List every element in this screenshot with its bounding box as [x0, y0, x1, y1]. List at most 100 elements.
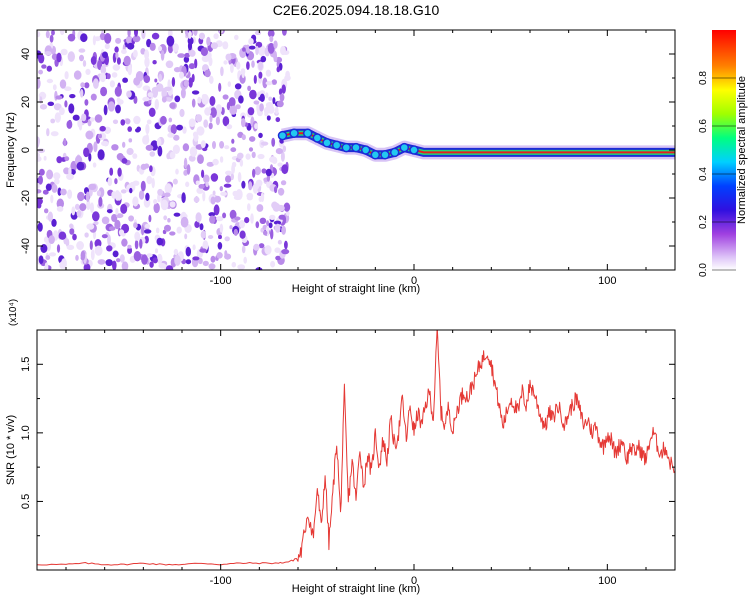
noise-blob — [264, 245, 272, 255]
noise-blob — [67, 33, 76, 42]
noise-blob — [239, 159, 244, 167]
noise-blob — [83, 147, 90, 158]
noise-blob — [227, 81, 231, 87]
noise-blob — [54, 178, 60, 185]
noise-blob — [80, 33, 88, 43]
spectrogram-panel: -100 0 100 -40 -20 0 20 40 Height of straight l… — [5, 29, 676, 295]
noise-blob — [102, 51, 108, 59]
noise-blob — [163, 215, 168, 221]
noise-blob — [114, 219, 121, 230]
noise-blob — [69, 94, 76, 99]
noise-blob — [262, 77, 268, 89]
noise-blob — [94, 245, 103, 256]
noise-blob — [280, 151, 285, 162]
noise-blob — [112, 260, 117, 270]
noise-blob — [160, 50, 165, 61]
x-tick-label: 0 — [411, 275, 417, 287]
noise-blob — [273, 40, 278, 49]
noise-blob — [166, 35, 175, 47]
noise-blob — [208, 122, 213, 130]
noise-blob — [267, 105, 275, 114]
noise-blob — [141, 30, 146, 40]
noise-blob — [46, 169, 54, 180]
noise-blob — [188, 30, 192, 39]
noise-blob — [111, 144, 119, 151]
noise-blob — [89, 117, 95, 122]
noise-blob — [37, 156, 42, 162]
noise-blob — [149, 261, 154, 268]
noise-blob — [126, 35, 133, 44]
noise-blob — [44, 51, 52, 56]
noise-blob — [105, 259, 113, 267]
noise-blob — [114, 46, 119, 53]
noise-blob — [46, 128, 50, 137]
chart-title: C2E6.2025.094.18.18.G10 — [273, 2, 440, 18]
noise-blob — [59, 107, 65, 116]
noise-blob — [192, 256, 200, 261]
noise-blob — [92, 35, 96, 46]
y-tick-label: 20 — [20, 96, 32, 108]
noise-blob — [106, 245, 113, 252]
noise-blob — [255, 45, 259, 56]
noise-blob — [63, 138, 67, 147]
noise-blob — [260, 55, 267, 63]
noise-blob — [281, 225, 286, 235]
noise-blob — [121, 49, 127, 55]
noise-blob — [199, 248, 207, 253]
noise-blob — [251, 151, 256, 159]
noise-blob — [234, 34, 239, 41]
signal-blob — [302, 128, 313, 138]
signal-blob — [341, 142, 352, 153]
noise-blob — [199, 223, 204, 231]
noise-blob — [225, 175, 232, 183]
noise-blob — [254, 30, 262, 36]
noise-blob — [98, 133, 103, 139]
noise-blob — [209, 115, 213, 123]
signal-blob — [399, 142, 410, 153]
noise-blob — [100, 65, 107, 75]
noise-blob — [271, 157, 278, 165]
noise-blob — [236, 61, 241, 70]
noise-blob — [277, 162, 283, 167]
noise-blob — [250, 213, 254, 224]
noise-blob — [47, 101, 55, 107]
noise-blob — [109, 167, 114, 176]
noise-blob — [183, 56, 190, 63]
spectrogram-axes: -100 0 100 -40 -20 0 20 40 — [20, 29, 675, 287]
noise-blob — [219, 141, 225, 149]
noise-blob — [252, 168, 256, 178]
noise-blob — [78, 122, 83, 131]
noise-blob — [174, 254, 181, 266]
noise-blob — [246, 61, 250, 70]
noise-blob — [216, 252, 223, 259]
noise-blob — [128, 138, 133, 143]
noise-blob — [157, 45, 163, 52]
noise-blob — [37, 78, 41, 89]
noise-blob — [242, 47, 246, 52]
snr-xlabel: Height of straight line (km) — [292, 583, 420, 595]
noise-blob — [155, 227, 160, 234]
y-tick-label: -40 — [20, 238, 32, 254]
noise-blob — [47, 211, 54, 222]
y-tick-label: 1.0 — [20, 425, 32, 440]
noise-blob — [249, 136, 256, 142]
noise-blob — [76, 210, 82, 218]
snr-plot-area — [37, 330, 675, 566]
noise-blob — [143, 229, 152, 234]
noise-blob — [253, 74, 257, 84]
noise-blob — [172, 43, 179, 52]
noise-blob — [121, 158, 128, 164]
noise-blob — [201, 169, 205, 178]
noise-blob — [230, 63, 234, 74]
noise-blob — [136, 126, 141, 132]
noise-blob — [133, 251, 142, 262]
noise-blob — [180, 216, 189, 228]
noise-blob — [284, 240, 288, 250]
noise-blob — [267, 30, 275, 38]
colorbar-label: Normalized spectral amplitude — [736, 76, 748, 224]
signal-blob — [312, 133, 323, 143]
noise-blob — [224, 236, 230, 242]
noise-blob — [269, 214, 276, 220]
noise-blob — [219, 156, 224, 163]
noise-blob — [101, 216, 110, 225]
